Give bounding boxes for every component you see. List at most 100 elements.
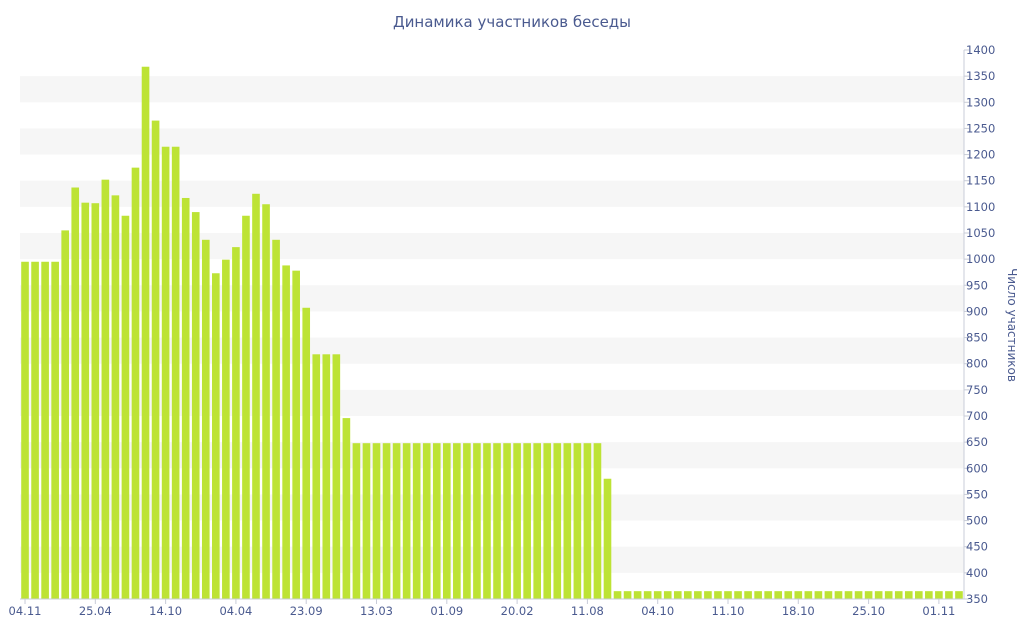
bar[interactable] [51, 261, 59, 599]
bar[interactable] [904, 591, 913, 599]
bar[interactable] [784, 591, 793, 599]
grid-band [20, 337, 964, 364]
bar[interactable] [432, 443, 441, 599]
bar[interactable] [292, 270, 300, 599]
bar[interactable] [603, 478, 612, 599]
bar[interactable] [483, 443, 491, 599]
bar[interactable] [824, 591, 833, 599]
bar[interactable] [794, 591, 803, 599]
bar[interactable] [704, 591, 712, 599]
bar[interactable] [151, 120, 160, 599]
bar[interactable] [844, 591, 853, 599]
bar[interactable] [914, 591, 923, 599]
bar[interactable] [181, 197, 190, 599]
bar[interactable] [573, 443, 582, 599]
bar[interactable] [653, 591, 662, 599]
bar[interactable] [583, 443, 592, 599]
bar[interactable] [834, 591, 843, 599]
bar[interactable] [212, 273, 220, 599]
bar[interactable] [754, 591, 762, 599]
grid-band [20, 180, 964, 207]
bar[interactable] [874, 591, 883, 599]
bar[interactable] [453, 443, 461, 599]
bar[interactable] [463, 443, 471, 599]
bar[interactable] [533, 443, 542, 599]
bar[interactable] [563, 443, 572, 599]
bar[interactable] [523, 443, 531, 599]
bar[interactable] [141, 66, 150, 600]
bar[interactable] [714, 591, 722, 599]
bar[interactable] [955, 591, 963, 599]
bar[interactable] [543, 443, 552, 599]
bar[interactable] [724, 591, 732, 599]
bar[interactable] [925, 591, 933, 599]
bar[interactable] [663, 591, 672, 599]
bar[interactable] [222, 259, 230, 599]
bar[interactable] [352, 443, 361, 599]
bars [21, 66, 963, 600]
bar[interactable] [382, 443, 391, 599]
bar[interactable] [553, 443, 562, 599]
bar[interactable] [282, 265, 290, 599]
bar[interactable] [71, 187, 80, 599]
bar[interactable] [493, 443, 501, 599]
bar[interactable] [734, 591, 742, 599]
bar[interactable] [402, 443, 411, 599]
bar[interactable] [81, 202, 90, 600]
bar[interactable] [171, 146, 180, 600]
bar[interactable] [894, 591, 903, 599]
bar[interactable] [252, 193, 260, 600]
bar[interactable] [623, 591, 632, 599]
bar[interactable] [322, 354, 331, 599]
bar[interactable] [945, 591, 953, 599]
bar[interactable] [201, 239, 210, 600]
bar[interactable] [121, 215, 130, 599]
bar[interactable] [272, 239, 280, 600]
bar[interactable] [593, 443, 602, 599]
bar[interactable] [854, 591, 863, 599]
bar[interactable] [312, 354, 321, 599]
bar[interactable] [804, 591, 813, 599]
bar[interactable] [412, 443, 421, 599]
bar[interactable] [935, 591, 943, 599]
bar[interactable] [442, 443, 451, 599]
bar[interactable] [764, 591, 772, 599]
bar[interactable] [232, 247, 240, 599]
bar[interactable] [864, 591, 873, 599]
bar[interactable] [392, 443, 401, 599]
bar[interactable] [513, 443, 521, 599]
bar[interactable] [613, 591, 622, 599]
bar[interactable] [262, 204, 270, 600]
bar[interactable] [673, 591, 682, 599]
bar[interactable] [684, 591, 692, 599]
y-tick-label: 500 [966, 514, 988, 528]
bar[interactable] [503, 443, 511, 599]
bar[interactable] [161, 146, 170, 600]
bar[interactable] [372, 443, 381, 599]
bar[interactable] [362, 443, 371, 599]
bar[interactable] [814, 591, 823, 599]
bar[interactable] [101, 179, 110, 600]
bar[interactable] [41, 261, 49, 599]
bar[interactable] [21, 261, 29, 599]
bar[interactable] [111, 195, 120, 599]
bar[interactable] [884, 591, 893, 599]
bar[interactable] [774, 591, 783, 599]
bar[interactable] [643, 591, 652, 599]
bar[interactable] [242, 215, 250, 599]
bar[interactable] [694, 591, 702, 599]
bar[interactable] [31, 261, 39, 599]
bar[interactable] [473, 443, 481, 599]
bar[interactable] [422, 443, 431, 599]
bar[interactable] [332, 354, 341, 599]
bar[interactable] [744, 591, 752, 599]
bar[interactable] [302, 307, 311, 599]
bar[interactable] [131, 167, 140, 599]
bar[interactable] [191, 212, 200, 599]
bar[interactable] [61, 230, 70, 599]
bar[interactable] [342, 418, 351, 599]
bar[interactable] [633, 591, 642, 599]
bar[interactable] [91, 203, 100, 599]
